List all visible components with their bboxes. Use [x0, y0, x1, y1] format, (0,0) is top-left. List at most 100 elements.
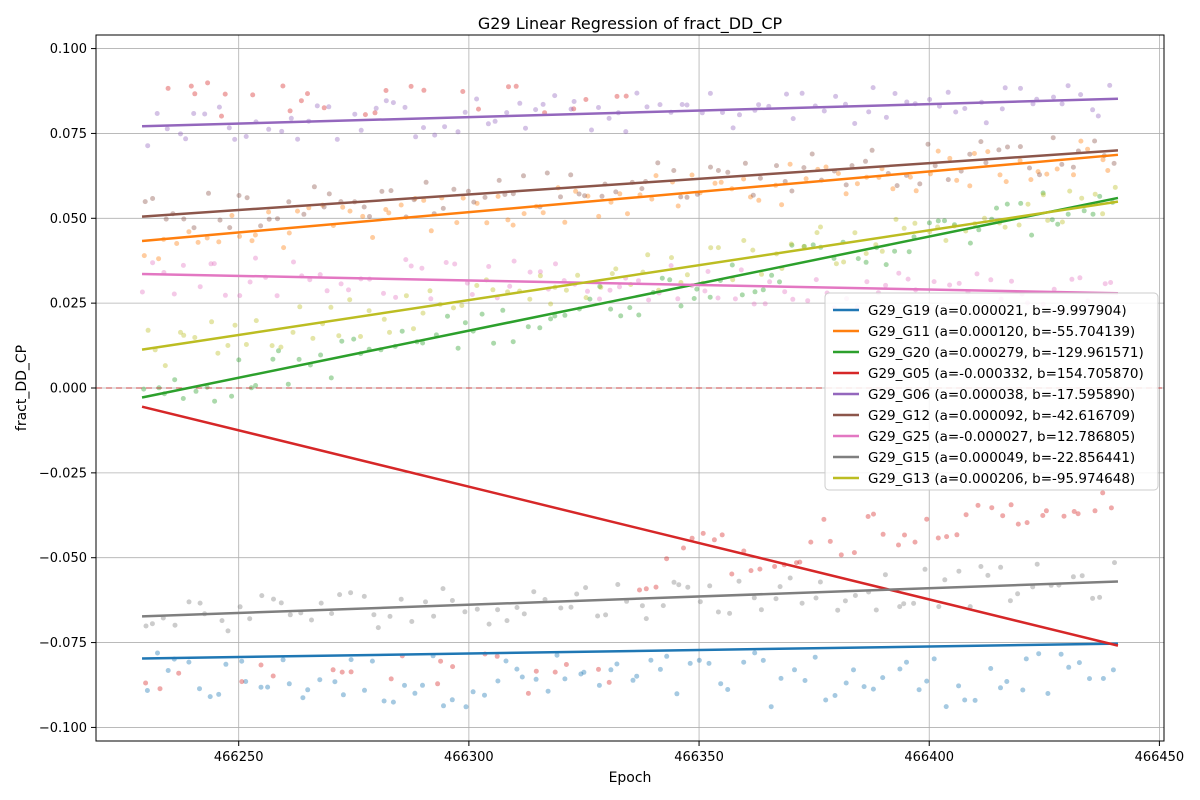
scatter-point [873, 607, 879, 613]
scatter-point [967, 151, 973, 157]
scatter-point [756, 197, 762, 203]
scatter-point [994, 205, 999, 211]
scatter-point [361, 204, 367, 210]
scatter-point [1066, 664, 1072, 670]
scatter-point [1092, 138, 1098, 144]
scatter-point [833, 261, 839, 267]
scatter-point [598, 284, 604, 290]
scatter-point [614, 93, 620, 99]
scatter-point [669, 255, 674, 261]
scatter-point [215, 350, 221, 356]
scatter-point [585, 193, 591, 199]
scatter-point [615, 582, 621, 587]
scatter-point [643, 586, 649, 592]
scatter-point [1061, 513, 1067, 519]
scatter-point [197, 600, 203, 606]
scatter-point [1002, 224, 1008, 230]
scatter-point [337, 592, 343, 598]
scatter-point [390, 699, 396, 705]
y-tick-label: 0.100 [50, 42, 87, 57]
scatter-point [1037, 172, 1042, 178]
scatter-point [387, 613, 393, 619]
scatter-point [851, 550, 857, 556]
scatter-point [562, 676, 568, 682]
scatter-point [613, 189, 619, 195]
scatter-point [942, 218, 947, 224]
scatter-point [687, 660, 693, 666]
scatter-point [514, 605, 520, 610]
scatter-point [471, 199, 477, 205]
scatter-point [330, 667, 336, 673]
scatter-point [700, 530, 706, 536]
scatter-point [154, 111, 160, 116]
scatter-point [892, 248, 898, 254]
scatter-point [707, 294, 713, 300]
scatter-point [266, 209, 272, 215]
scatter-point [204, 235, 210, 241]
scatter-point [575, 272, 581, 278]
scatter-point [321, 204, 327, 210]
scatter-point [599, 193, 605, 199]
scatter-point [911, 600, 917, 606]
scatter-point [989, 505, 995, 511]
scatter-point [634, 90, 640, 96]
scatter-point [503, 658, 509, 664]
scatter-point [1078, 92, 1084, 98]
scatter-point [748, 194, 753, 200]
scatter-point [533, 668, 539, 674]
scatter-point [328, 304, 334, 310]
scatter-point [252, 232, 258, 238]
scatter-point [1077, 275, 1083, 281]
scatter-point [812, 654, 818, 660]
scatter-point [883, 282, 889, 288]
scatter-point [1092, 508, 1098, 514]
scatter-point [852, 230, 858, 236]
scatter-point [954, 177, 960, 183]
scatter-point [843, 680, 849, 686]
scatter-point [894, 183, 900, 189]
scatter-series-G29_G11 [141, 138, 1111, 262]
scatter-point [222, 292, 228, 298]
scatter-point [568, 604, 574, 610]
scatter-point [548, 301, 554, 307]
scatter-point [711, 537, 717, 543]
scatter-point [967, 183, 973, 189]
scatter-point [1003, 179, 1009, 185]
scatter-point [163, 216, 169, 222]
scatter-point [1054, 166, 1060, 172]
scatter-point [216, 239, 222, 245]
scatter-point [757, 566, 763, 572]
scatter-point [1002, 85, 1008, 91]
fit-lines [141, 97, 1119, 660]
scatter-point [465, 188, 471, 194]
scatter-point [451, 186, 457, 192]
scatter-point [773, 596, 779, 602]
scatter-point [552, 313, 558, 319]
scatter-point [639, 186, 645, 192]
scatter-point [821, 516, 827, 522]
scatter-point [864, 279, 870, 285]
scatter-point [1065, 83, 1071, 89]
scatter-point [413, 134, 419, 140]
scatter-point [266, 126, 272, 132]
scatter-point [287, 612, 293, 618]
scatter-point [634, 673, 640, 679]
scatter-point [782, 289, 788, 295]
scatter-point [597, 284, 603, 289]
scatter-point [684, 102, 690, 108]
scatter-point [504, 110, 510, 116]
scatter-point [419, 265, 425, 271]
scatter-point [399, 328, 405, 334]
x-tick-label: 466250 [214, 750, 264, 765]
scatter-point [715, 245, 721, 251]
scatter-point [517, 100, 523, 106]
scatter-point [1112, 560, 1117, 566]
scatter-point [176, 670, 182, 676]
scatter-point [583, 585, 589, 591]
legend-label-G29_G15: G29_G15 (a=0.000049, b=-22.856441) [868, 450, 1135, 466]
scatter-point [540, 101, 546, 107]
scatter-point [324, 288, 330, 294]
scatter-point [191, 225, 197, 231]
scatter-point [496, 177, 502, 183]
scatter-point [1097, 193, 1103, 199]
